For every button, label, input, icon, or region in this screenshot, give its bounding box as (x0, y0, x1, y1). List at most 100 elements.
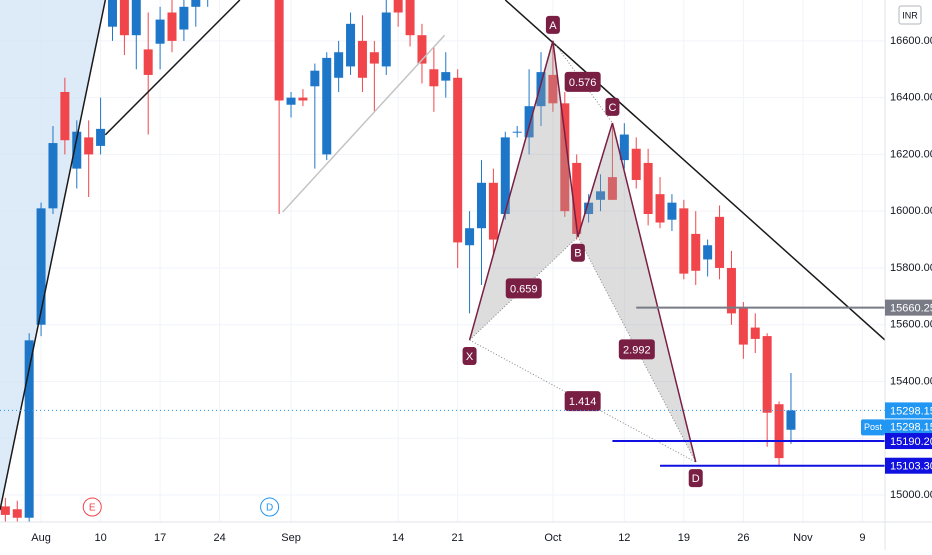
level-label: 15190.20 (890, 436, 932, 448)
candle-body (786, 410, 796, 430)
event-marker (82, 497, 102, 517)
level-label: 15660.25 (890, 303, 932, 315)
level-box (885, 457, 932, 474)
pattern-ratio-line (552, 40, 613, 124)
ratio-label: 2.992 (623, 344, 651, 356)
ratio-label: 0.576 (569, 77, 597, 89)
pattern-point-box (688, 469, 703, 488)
currency: INR (902, 10, 918, 20)
pattern-point-box (545, 15, 560, 34)
trendline (282, 34, 446, 213)
pattern-ratio-line (577, 236, 697, 463)
candle-body (322, 57, 332, 155)
candle-body (584, 202, 594, 215)
x-tick-label: 24 (213, 532, 225, 544)
level-label: 15103.30 (890, 461, 932, 473)
candle-body (536, 72, 546, 107)
last-price-label: 15298.15 (890, 405, 932, 417)
candle-body (488, 182, 498, 240)
y-tick-label: 16000.00 (890, 205, 932, 217)
candle-body (48, 143, 58, 209)
ratio-label: 1.414 (569, 396, 597, 408)
candle-body (0, 506, 10, 515)
candle-body (774, 404, 784, 459)
candle-body (131, 0, 141, 36)
ratio-label-box (564, 391, 601, 412)
candle-body (572, 162, 582, 234)
candle-body (738, 307, 748, 345)
pattern-point-box (605, 97, 620, 116)
candle-body (84, 137, 94, 155)
ratio-label-box (618, 339, 655, 360)
ratio-label-box (564, 71, 601, 92)
pattern-point-label: B (574, 248, 581, 260)
plot-area: 0.659 0.576 2.992 1.414 X A B C D E D (0, 0, 885, 522)
pattern-fill (577, 122, 696, 463)
candle-body (143, 49, 153, 75)
candle-body (60, 91, 70, 141)
candle-body (298, 97, 308, 101)
event-label: D (266, 503, 273, 514)
candle-body (393, 0, 403, 13)
x-tick-label: 19 (678, 532, 690, 544)
candle-body (310, 70, 320, 87)
candle-body (12, 509, 22, 518)
x-tick-label: 14 (392, 532, 404, 544)
candle-body (119, 0, 129, 36)
x-tick-label: 26 (737, 532, 749, 544)
candle-body (334, 52, 344, 78)
y-tick-label: 15400.00 (890, 375, 932, 387)
y-tick-label: 16400.00 (890, 92, 932, 104)
pattern-point-box (462, 347, 477, 366)
pattern-point-label: C (608, 102, 616, 114)
x-tick-label: 21 (452, 532, 464, 544)
pattern-leg (577, 122, 614, 237)
candle-body (691, 233, 701, 271)
candle-body (453, 77, 463, 243)
post-box (861, 419, 885, 436)
candle-body (155, 19, 165, 44)
x-tick-label: Nov (793, 532, 813, 544)
currency-box (898, 5, 922, 25)
candle-body (619, 134, 629, 161)
candle-body (465, 228, 475, 246)
candle-body (500, 137, 510, 215)
candle-body (726, 267, 736, 314)
candle-body (179, 6, 189, 30)
candle-body (607, 177, 617, 200)
pattern-point-label: A (549, 20, 557, 32)
y-tick-label: 15600.00 (890, 319, 932, 331)
candle-body (429, 69, 439, 87)
ratio-label: 0.659 (510, 283, 538, 295)
pattern-point-box (570, 243, 585, 262)
candle-body (441, 72, 451, 81)
candle-body (72, 131, 82, 169)
axes: 15000.0015200.0015400.0015600.0015800.00… (31, 35, 932, 544)
x-tick-label: Aug (31, 532, 51, 544)
post-price-box (885, 419, 932, 436)
candle-body (107, 0, 117, 27)
y-tick-label: 15000.00 (890, 489, 932, 501)
post-label: Post (864, 422, 883, 432)
pattern-ratio-line (469, 339, 696, 463)
candle-body (36, 208, 46, 325)
level-box (885, 299, 932, 316)
candle-body (476, 182, 486, 229)
event-label: E (89, 503, 96, 514)
candle-body (643, 162, 653, 215)
candle-body (762, 336, 772, 413)
trendline (104, 0, 241, 136)
last-price-box (885, 402, 932, 419)
x-tick-label: 10 (94, 532, 106, 544)
candle-body (24, 340, 34, 518)
trendline (0, 0, 107, 511)
pattern-fill (469, 40, 578, 341)
candle-body (548, 74, 558, 104)
candle-body (524, 106, 534, 138)
candle-body (631, 148, 641, 180)
y-tick-label: 16200.00 (890, 148, 932, 160)
candle-body (96, 128, 106, 146)
candle-body (417, 35, 427, 64)
